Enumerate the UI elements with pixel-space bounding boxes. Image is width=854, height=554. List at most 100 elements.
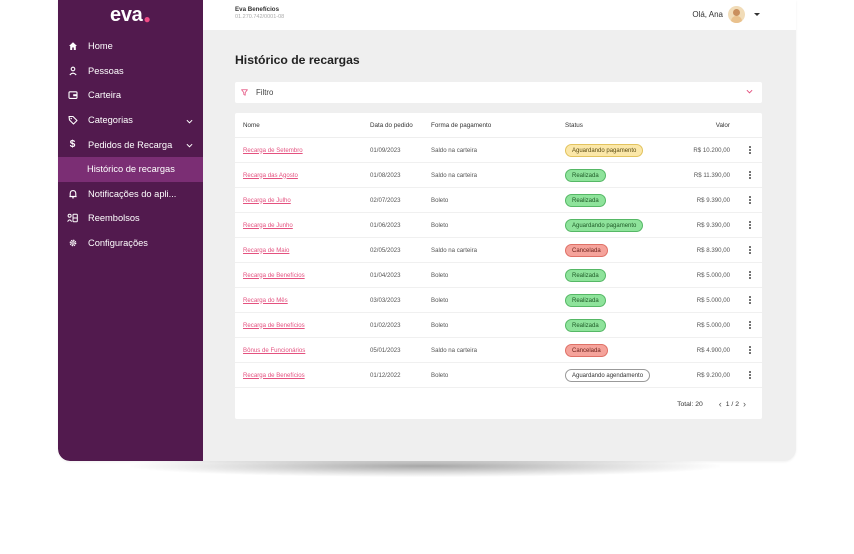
- sidebar-item-categorias[interactable]: Categorias: [58, 108, 203, 133]
- sidebar-item-configuracoes[interactable]: Configurações: [58, 231, 203, 256]
- more-options-icon[interactable]: [749, 145, 751, 155]
- more-options-icon[interactable]: [749, 370, 751, 380]
- sidebar-item-home[interactable]: Home: [58, 34, 203, 59]
- wallet-icon: [67, 90, 78, 101]
- recharge-name-link[interactable]: Recarga das Agosto: [243, 171, 298, 179]
- table-row[interactable]: Bônus de Funcionários 05/01/2023 Saldo na …: [235, 338, 762, 363]
- sidebar-item-notificacoes-do-apli[interactable]: Notificações do apli...: [58, 182, 203, 207]
- user-menu[interactable]: Olá, Ana: [692, 6, 760, 23]
- column-header-payment[interactable]: Forma de pagamento: [431, 121, 492, 129]
- order-date: 01/08/2023: [370, 171, 401, 179]
- amount-value: R$ 4.900,00: [696, 346, 730, 354]
- chevron-down-icon[interactable]: [186, 140, 193, 150]
- company-selector[interactable]: Eva Benefícios 01.270.742/0001-08: [235, 6, 284, 20]
- column-header-value[interactable]: Valor: [715, 121, 730, 129]
- recharge-name-link[interactable]: Recarga de Benefícios: [243, 271, 305, 279]
- company-name: Eva Benefícios: [235, 6, 280, 13]
- column-header-name[interactable]: Nome: [243, 121, 260, 129]
- amount-value: R$ 9.200,00: [696, 371, 730, 379]
- status-badge: Cancelada: [565, 243, 608, 257]
- gear-icon: [67, 238, 78, 249]
- payment-method: Saldo na carteira: [431, 171, 478, 179]
- sidebar-item-label: Categorias: [88, 115, 133, 126]
- more-options-icon[interactable]: [749, 270, 751, 280]
- recharge-name-link[interactable]: Bônus de Funcionários: [243, 346, 306, 354]
- sidebar-item-pessoas[interactable]: Pessoas: [58, 59, 203, 84]
- bell-icon: [67, 188, 78, 199]
- more-options-icon[interactable]: [749, 195, 751, 205]
- order-date: 01/04/2023: [370, 271, 401, 279]
- more-options-icon[interactable]: [749, 295, 751, 305]
- more-options-icon[interactable]: [749, 245, 751, 255]
- amount-value: R$ 10.200,00: [693, 146, 730, 154]
- filter-label: Filtro: [256, 88, 274, 97]
- recharge-table: Nome Data do pedido Forma de pagamento S…: [235, 113, 762, 419]
- amount-value: R$ 9.390,00: [696, 196, 730, 204]
- order-date: 05/01/2023: [370, 346, 401, 354]
- column-header-status[interactable]: Status: [565, 121, 583, 129]
- table-row[interactable]: Recarga de Benefícios 01/02/2023 Boleto Rea…: [235, 313, 762, 338]
- pagination: Total: 20 ‹ 1 / 2 ›: [677, 399, 750, 409]
- column-header-date[interactable]: Data do pedido: [370, 121, 413, 129]
- sidebar-item-label: Pedidos de Recarga: [88, 139, 173, 150]
- status-badge: Aguardando pagamento: [565, 143, 644, 157]
- sidebar-item-label: Pessoas: [88, 65, 124, 76]
- table-row[interactable]: Recarga do Mês 03/03/2023 Boleto Realizada R…: [235, 288, 762, 313]
- more-options-icon[interactable]: [749, 345, 751, 355]
- recharge-name-link[interactable]: Recarga de Setembro: [243, 146, 303, 154]
- chevron-down-icon[interactable]: [746, 89, 753, 94]
- table-row[interactable]: Recarga de Maio 02/05/2023 Saldo na cartei…: [235, 238, 762, 263]
- payment-method: Saldo na carteira: [431, 346, 478, 354]
- chevron-down-icon[interactable]: [186, 116, 193, 126]
- status-badge: Realizada: [565, 268, 606, 282]
- sidebar-item-carteira[interactable]: Carteira: [58, 83, 203, 108]
- status-badge: Aguardando pagamento: [565, 218, 644, 232]
- sidebar-item-reembolsos[interactable]: Reembolsos: [58, 206, 203, 231]
- recharge-name-link[interactable]: Recarga de Maio: [243, 246, 290, 254]
- table-row[interactable]: Recarga de Benefícios 01/12/2022 Boleto Agu…: [235, 363, 762, 388]
- amount-value: R$ 5.000,00: [696, 296, 730, 304]
- order-date: 01/09/2023: [370, 146, 401, 154]
- recharge-name-link[interactable]: Recarga de Junho: [243, 221, 293, 229]
- sidebar-item-pedidos-de-recarga[interactable]: $ Pedidos de Recarga: [58, 132, 203, 157]
- amount-value: R$ 5.000,00: [696, 321, 730, 329]
- recharge-name-link[interactable]: Recarga do Mês: [243, 296, 288, 304]
- recharge-name-link[interactable]: Recarga de Julho: [243, 196, 291, 204]
- more-options-icon[interactable]: [749, 170, 751, 180]
- chevron-right-icon[interactable]: ›: [743, 399, 746, 409]
- sidebar-nav: Home Pessoas Carteira Categorias $ Pedidos de…: [58, 34, 203, 255]
- caret-down-icon[interactable]: [754, 13, 760, 16]
- payment-method: Saldo na carteira: [431, 246, 478, 254]
- amount-value: R$ 9.390,00: [696, 221, 730, 229]
- sidebar-item-historico-de-recargas[interactable]: Histórico de recargas: [58, 156, 203, 182]
- table-row[interactable]: Recarga de Setembro 01/09/2023 Saldo na ca…: [235, 138, 762, 163]
- sidebar-item-label: Notificações do apli...: [88, 188, 177, 199]
- payment-method: Boleto: [431, 271, 449, 279]
- people-icon: [67, 65, 78, 76]
- table-row[interactable]: Recarga de Julho 02/07/2023 Boleto Realizad…: [235, 188, 762, 213]
- sidebar-item-label: Carteira: [88, 90, 122, 101]
- more-options-icon[interactable]: [749, 320, 751, 330]
- status-badge: Cancelada: [565, 343, 608, 357]
- avatar[interactable]: [728, 6, 745, 23]
- filter-bar[interactable]: Filtro: [235, 82, 762, 103]
- payment-method: Boleto: [431, 296, 449, 304]
- home-icon: [67, 41, 78, 52]
- logo[interactable]: eva ●: [58, 0, 203, 30]
- chevron-left-icon[interactable]: ‹: [718, 399, 722, 409]
- logo-text: eva: [110, 3, 143, 26]
- recharge-name-link[interactable]: Recarga de Benefícios: [243, 321, 305, 329]
- status-badge: Realizada: [565, 168, 606, 182]
- refund-icon: [67, 213, 78, 224]
- status-badge: Aguardando agendamento: [565, 368, 651, 382]
- table-row[interactable]: Recarga das Agosto 01/08/2023 Saldo na car…: [235, 163, 762, 188]
- amount-value: R$ 5.000,00: [696, 271, 730, 279]
- recharge-name-link[interactable]: Recarga de Benefícios: [243, 371, 305, 379]
- main-content: Eva Benefícios 01.270.742/0001-08 Olá, A…: [203, 0, 796, 461]
- table-row[interactable]: Recarga de Junho 01/06/2023 Boleto Aguardan…: [235, 213, 762, 238]
- more-options-icon[interactable]: [749, 220, 751, 230]
- sidebar-item-label: Reembolsos: [88, 213, 140, 224]
- payment-method: Saldo na carteira: [431, 146, 478, 154]
- page-indicator: 1 / 2: [725, 400, 739, 408]
- table-row[interactable]: Recarga de Benefícios 01/04/2023 Boleto Rea…: [235, 263, 762, 288]
